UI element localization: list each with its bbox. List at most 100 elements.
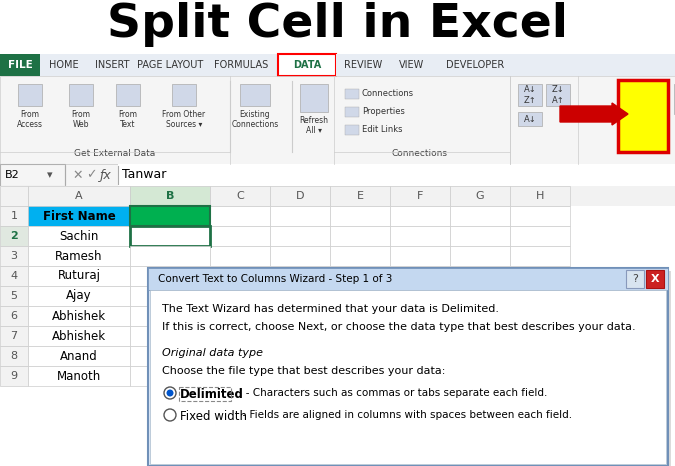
- Bar: [390, 286, 450, 306]
- Bar: [518, 112, 542, 126]
- Text: DEVELOPER: DEVELOPER: [446, 60, 504, 70]
- Bar: [210, 266, 270, 286]
- Bar: [130, 326, 210, 346]
- Bar: [330, 266, 390, 286]
- Circle shape: [164, 409, 176, 421]
- Bar: [648, 96, 658, 104]
- Bar: [40, 54, 88, 76]
- Text: B: B: [166, 191, 174, 201]
- Text: 6: 6: [11, 311, 18, 321]
- Bar: [518, 84, 542, 106]
- Text: From
Text: From Text: [119, 110, 138, 130]
- Bar: [130, 286, 210, 306]
- Bar: [0, 366, 28, 386]
- Bar: [330, 186, 390, 206]
- Bar: [270, 326, 330, 346]
- Circle shape: [164, 387, 176, 399]
- Text: Properties: Properties: [362, 108, 405, 116]
- Text: Ramesh: Ramesh: [55, 249, 103, 262]
- Text: FORMULAS: FORMULAS: [214, 60, 268, 70]
- Text: Z↓
A↑: Z↓ A↑: [551, 85, 564, 105]
- Bar: [626, 270, 644, 288]
- Text: 3: 3: [11, 251, 18, 261]
- Bar: [390, 306, 450, 326]
- Text: 2: 2: [10, 231, 18, 241]
- Text: Original data type: Original data type: [162, 348, 263, 358]
- Bar: [510, 326, 570, 346]
- Bar: [450, 246, 510, 266]
- Text: ?: ?: [632, 274, 638, 284]
- Text: - Characters such as commas or tabs separate each field.: - Characters such as commas or tabs sepa…: [236, 388, 547, 398]
- Text: ✓: ✓: [86, 169, 97, 181]
- Text: Ruturaj: Ruturaj: [57, 269, 101, 282]
- Text: Anand: Anand: [60, 350, 98, 363]
- Bar: [130, 206, 210, 226]
- Text: B2: B2: [5, 170, 20, 180]
- Bar: [130, 346, 210, 366]
- Bar: [0, 164, 65, 186]
- Text: D: D: [296, 191, 304, 201]
- Bar: [648, 106, 658, 114]
- Bar: [674, 84, 675, 114]
- Bar: [390, 54, 434, 76]
- Circle shape: [167, 390, 173, 397]
- Text: F: F: [416, 191, 423, 201]
- Text: HOME: HOME: [49, 60, 79, 70]
- Bar: [624, 96, 634, 104]
- Bar: [28, 246, 130, 266]
- Bar: [0, 226, 28, 246]
- Bar: [330, 346, 390, 366]
- Bar: [28, 206, 130, 226]
- Text: G: G: [476, 191, 484, 201]
- Bar: [390, 266, 450, 286]
- Text: A↓
Z↑: A↓ Z↑: [524, 85, 537, 105]
- Bar: [0, 0, 675, 54]
- Bar: [28, 326, 130, 346]
- Text: Delimited: Delimited: [180, 388, 244, 401]
- Bar: [510, 206, 570, 226]
- Text: DATA: DATA: [293, 60, 321, 70]
- Text: A: A: [75, 191, 83, 201]
- Bar: [450, 186, 510, 206]
- Bar: [330, 226, 390, 246]
- Bar: [450, 366, 510, 386]
- Text: Get External Data: Get External Data: [74, 150, 156, 158]
- Bar: [0, 54, 40, 76]
- Bar: [210, 186, 270, 206]
- Bar: [0, 286, 28, 306]
- Text: 1: 1: [11, 211, 18, 221]
- Bar: [0, 186, 675, 206]
- Text: 4: 4: [10, 271, 18, 281]
- Bar: [390, 366, 450, 386]
- Bar: [330, 246, 390, 266]
- Text: Refresh
All ▾: Refresh All ▾: [300, 116, 329, 136]
- Bar: [510, 366, 570, 386]
- Text: Edit Links: Edit Links: [362, 125, 402, 135]
- Bar: [618, 80, 668, 152]
- Text: Arvind: Arvind: [151, 249, 189, 262]
- Bar: [450, 286, 510, 306]
- Bar: [210, 206, 270, 226]
- Bar: [0, 326, 28, 346]
- Text: REVIEW: REVIEW: [344, 60, 382, 70]
- Bar: [0, 76, 675, 164]
- Bar: [510, 226, 570, 246]
- Bar: [345, 89, 359, 99]
- Text: Tanwar: Tanwar: [122, 169, 166, 181]
- Bar: [270, 206, 330, 226]
- Text: E: E: [356, 191, 364, 201]
- Bar: [510, 286, 570, 306]
- Bar: [510, 346, 570, 366]
- Bar: [330, 286, 390, 306]
- Bar: [390, 186, 450, 206]
- Text: ƒx: ƒx: [100, 169, 112, 181]
- Text: Sachin: Sachin: [59, 229, 99, 242]
- Bar: [136, 54, 204, 76]
- Bar: [69, 84, 93, 106]
- Bar: [450, 226, 510, 246]
- Bar: [151, 271, 671, 466]
- Bar: [624, 86, 634, 94]
- Bar: [0, 306, 28, 326]
- Text: X: X: [651, 274, 659, 284]
- Text: The Text Wizard has determined that your data is Delimited.: The Text Wizard has determined that your…: [162, 304, 499, 314]
